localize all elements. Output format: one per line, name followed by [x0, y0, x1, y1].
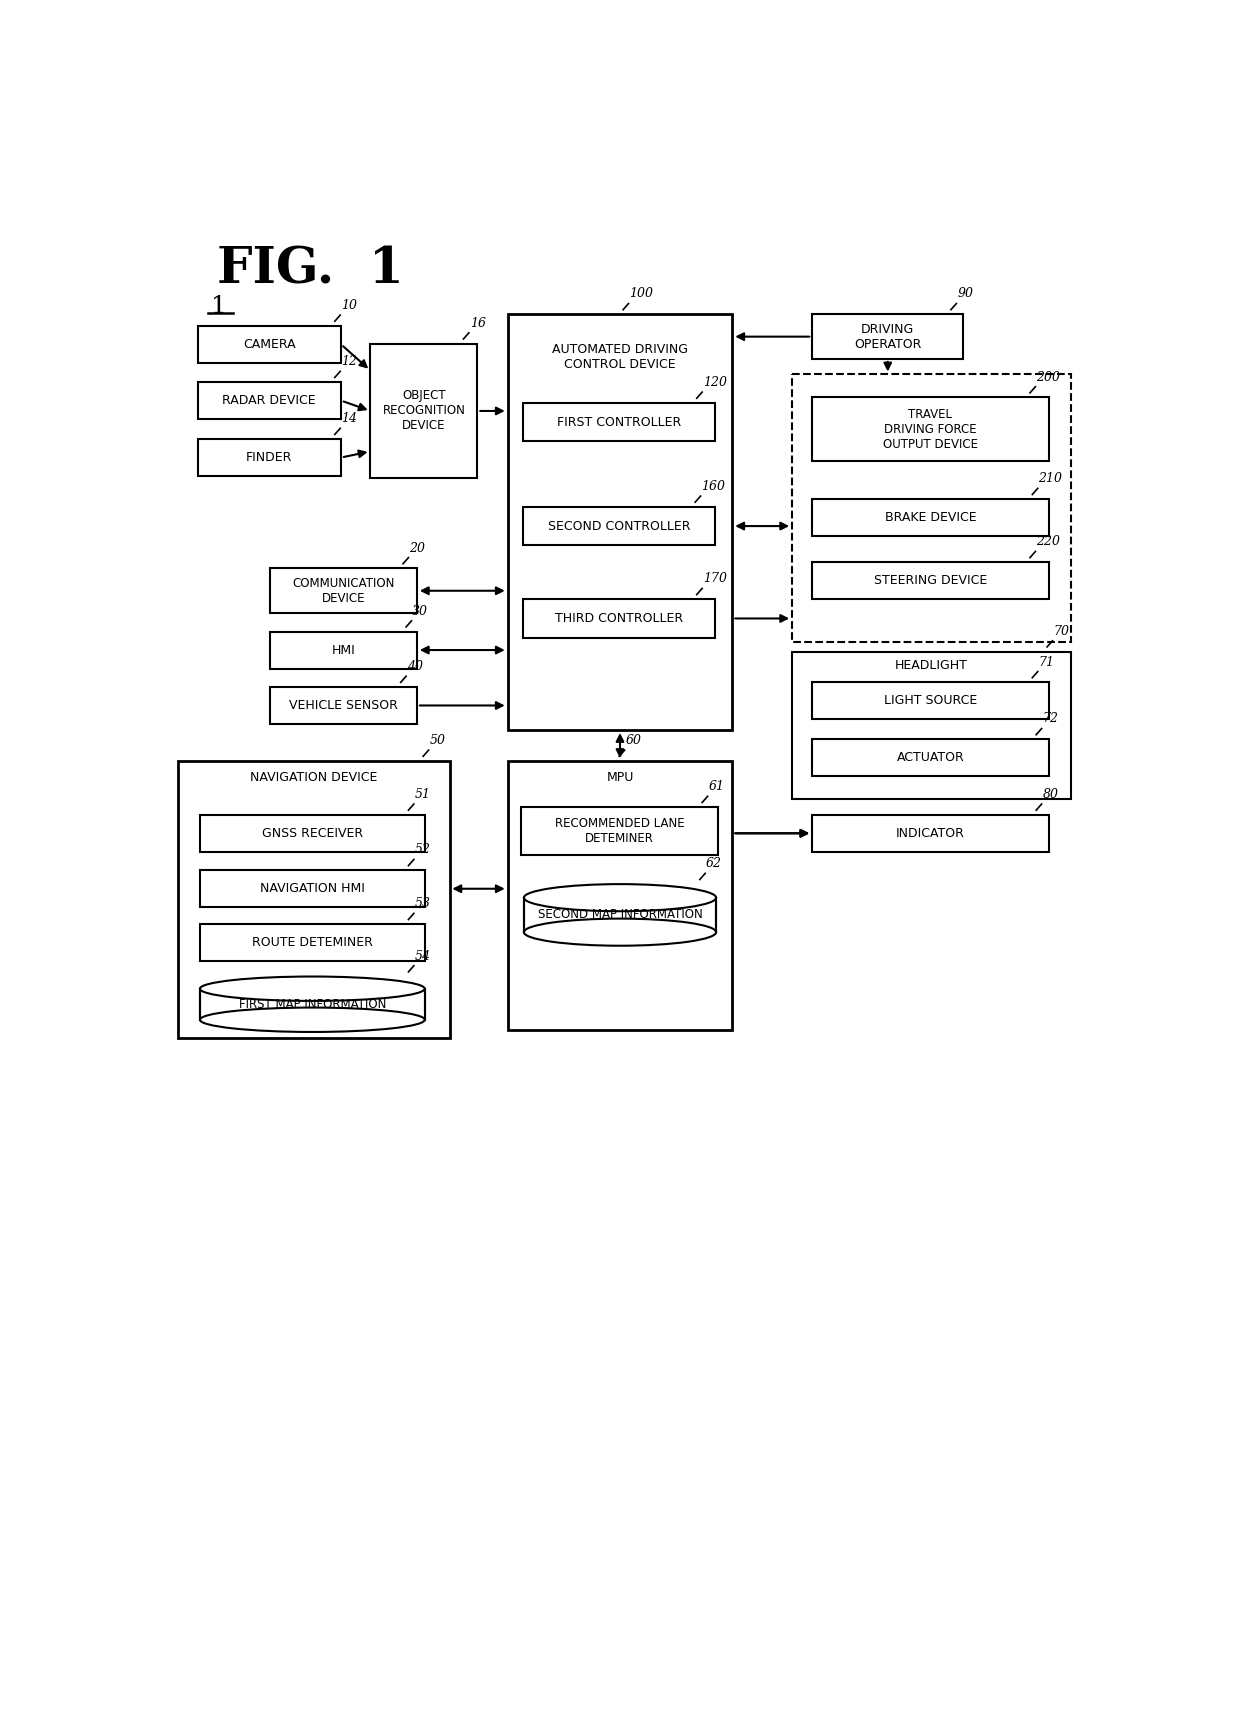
Text: FIG.  1: FIG. 1 [217, 244, 404, 294]
Bar [792, 375, 1071, 642]
Bar [197, 325, 341, 363]
Bar [507, 315, 733, 730]
Text: 1: 1 [211, 294, 227, 318]
Text: 90: 90 [957, 287, 973, 301]
Text: 12: 12 [341, 355, 357, 368]
Text: 40: 40 [407, 661, 423, 673]
Text: 71: 71 [1039, 656, 1054, 668]
Bar [523, 403, 715, 441]
Bar [270, 568, 417, 613]
Text: RADAR DEVICE: RADAR DEVICE [222, 394, 316, 408]
Bar [521, 807, 718, 855]
Text: ROUTE DETEMINER: ROUTE DETEMINER [252, 936, 373, 950]
Bar [525, 898, 717, 933]
Bar [200, 924, 424, 960]
Text: STEERING DEVICE: STEERING DEVICE [874, 575, 987, 587]
Bar [812, 683, 1049, 719]
Text: OBJECT
RECOGNITION
DEVICE: OBJECT RECOGNITION DEVICE [382, 389, 465, 432]
Bar [812, 499, 1049, 535]
Text: 14: 14 [341, 413, 357, 425]
Bar [179, 761, 449, 1038]
Text: GNSS RECEIVER: GNSS RECEIVER [262, 826, 363, 840]
Text: 220: 220 [1037, 535, 1060, 549]
Bar [523, 599, 715, 638]
Text: HEADLIGHT: HEADLIGHT [895, 659, 968, 671]
Text: VEHICLE SENSOR: VEHICLE SENSOR [289, 699, 398, 712]
Text: ACTUATOR: ACTUATOR [897, 752, 965, 764]
Text: AUTOMATED DRIVING
CONTROL DEVICE: AUTOMATED DRIVING CONTROL DEVICE [552, 342, 688, 370]
Text: 30: 30 [412, 604, 428, 618]
Text: 50: 50 [429, 735, 445, 747]
Bar [812, 563, 1049, 599]
Text: 80: 80 [1043, 788, 1059, 800]
Bar [270, 632, 417, 668]
Bar [812, 740, 1049, 776]
Text: 53: 53 [414, 897, 430, 910]
Text: 51: 51 [414, 788, 430, 800]
Bar [197, 382, 341, 418]
Bar [507, 761, 733, 1031]
Text: SECOND CONTROLLER: SECOND CONTROLLER [548, 520, 691, 532]
Bar [792, 652, 1071, 800]
Text: 210: 210 [1039, 472, 1063, 485]
Text: RECOMMENDED LANE
DETEMINER: RECOMMENDED LANE DETEMINER [554, 817, 684, 845]
Bar [523, 506, 715, 546]
Bar [371, 344, 477, 478]
Text: COMMUNICATION
DEVICE: COMMUNICATION DEVICE [293, 577, 394, 604]
Text: TRAVEL
DRIVING FORCE
OUTPUT DEVICE: TRAVEL DRIVING FORCE OUTPUT DEVICE [883, 408, 978, 451]
Text: HMI: HMI [331, 644, 355, 656]
Text: SECOND MAP INFORMATION: SECOND MAP INFORMATION [538, 909, 702, 921]
Text: NAVIGATION HMI: NAVIGATION HMI [260, 883, 365, 895]
Text: LIGHT SOURCE: LIGHT SOURCE [884, 694, 977, 707]
Text: 100: 100 [629, 287, 653, 301]
Text: THIRD CONTROLLER: THIRD CONTROLLER [556, 613, 683, 625]
Text: 10: 10 [341, 299, 357, 312]
Text: FIRST CONTROLLER: FIRST CONTROLLER [557, 415, 681, 429]
Text: FINDER: FINDER [246, 451, 293, 465]
Text: CAMERA: CAMERA [243, 337, 295, 351]
Ellipse shape [200, 1007, 424, 1033]
Text: 160: 160 [702, 480, 725, 492]
Bar [200, 871, 424, 907]
Bar [197, 439, 341, 477]
Bar [812, 315, 963, 360]
Ellipse shape [523, 885, 717, 910]
Text: 16: 16 [470, 317, 486, 330]
Bar [200, 990, 424, 1021]
Text: 61: 61 [708, 780, 724, 793]
Text: 62: 62 [706, 857, 722, 871]
Bar [200, 814, 424, 852]
Text: BRAKE DEVICE: BRAKE DEVICE [884, 511, 976, 525]
Text: MPU: MPU [606, 771, 634, 785]
Text: 70: 70 [1053, 625, 1069, 638]
Text: 120: 120 [703, 375, 727, 389]
Ellipse shape [523, 919, 717, 947]
Text: 52: 52 [414, 843, 430, 857]
Text: 200: 200 [1037, 370, 1060, 384]
Text: INDICATOR: INDICATOR [897, 826, 965, 840]
Bar [270, 687, 417, 725]
Text: 20: 20 [409, 542, 425, 554]
Bar [812, 814, 1049, 852]
Ellipse shape [200, 976, 424, 1002]
Text: 170: 170 [703, 573, 727, 585]
Text: NAVIGATION DEVICE: NAVIGATION DEVICE [250, 771, 377, 785]
Text: 72: 72 [1043, 712, 1059, 726]
Text: FIRST MAP INFORMATION: FIRST MAP INFORMATION [238, 998, 386, 1010]
Bar [812, 398, 1049, 461]
Text: 60: 60 [625, 735, 641, 747]
Text: DRIVING
OPERATOR: DRIVING OPERATOR [854, 322, 921, 351]
Text: 54: 54 [414, 950, 430, 962]
